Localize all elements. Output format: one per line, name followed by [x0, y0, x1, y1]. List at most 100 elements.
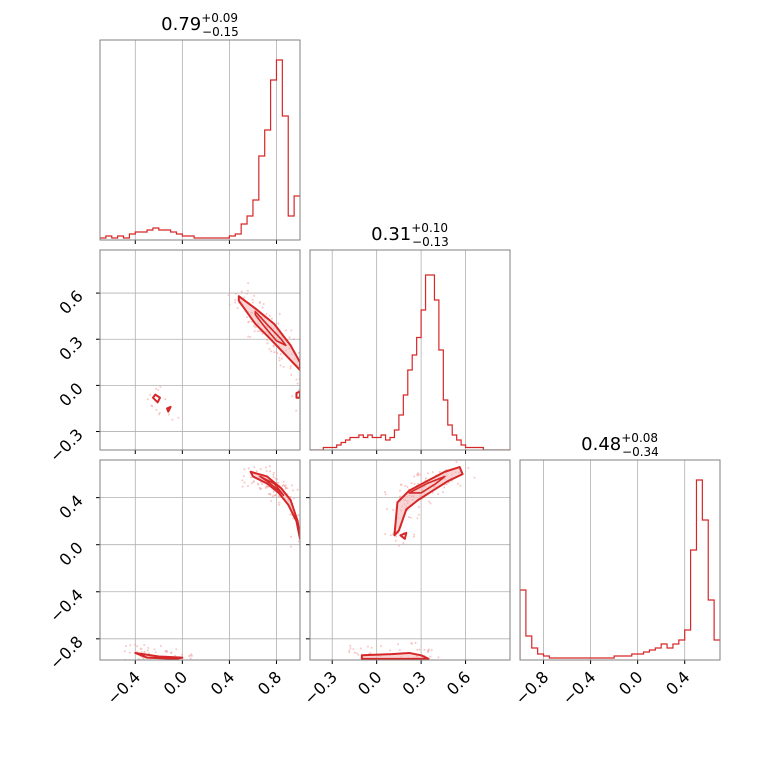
tick-label-x: 0.8	[254, 667, 285, 698]
scatter-point	[255, 470, 258, 473]
tick-label-x: −0.4	[559, 667, 600, 708]
scatter-point	[424, 477, 427, 480]
scatter-point	[366, 645, 369, 648]
panel-frame	[99, 249, 301, 451]
scatter-point	[140, 651, 143, 654]
panel-0-0: 0.79+0.09 −0.15	[99, 11, 301, 244]
scatter-point	[136, 645, 139, 648]
scatter-point	[240, 290, 243, 293]
scatter-point	[397, 643, 400, 646]
scatter-point	[190, 654, 193, 657]
scatter-point	[248, 320, 251, 323]
scatter-point	[417, 482, 420, 485]
scatter-point	[152, 666, 154, 668]
scatter-point	[427, 472, 430, 475]
scatter-point	[272, 473, 275, 476]
scatter-point	[279, 364, 282, 367]
scatter-point	[278, 359, 281, 362]
scatter-point	[429, 661, 431, 663]
scatter-point	[270, 500, 273, 503]
tick-label-x: −0.8	[511, 667, 552, 708]
scatter-point	[437, 493, 440, 496]
scatter-point	[290, 373, 293, 376]
scatter-point	[273, 494, 276, 497]
scatter-point	[180, 653, 183, 656]
scatter-point	[148, 652, 151, 655]
scatter-point	[289, 545, 292, 548]
scatter-point	[136, 667, 138, 669]
scatter-point	[164, 650, 167, 653]
scatter-point	[427, 649, 430, 652]
scatter-point	[399, 483, 402, 486]
scatter-point	[413, 482, 416, 485]
scatter-point	[270, 317, 273, 320]
scatter-point	[413, 533, 416, 536]
scatter-point	[246, 484, 249, 487]
scatter-point	[125, 645, 128, 648]
scatter-point	[357, 653, 360, 656]
scatter-point	[192, 667, 194, 669]
scatter-point	[253, 466, 256, 469]
contour-small	[399, 531, 408, 540]
contour-outer	[134, 651, 184, 660]
scatter-point	[279, 353, 282, 356]
scatter-point	[245, 292, 248, 295]
scatter-point	[167, 413, 170, 416]
panel-2-2: 0.48+0.08 −0.34 −0.8 −0.4 0.0 0.4	[511, 431, 721, 708]
scatter-point	[265, 470, 268, 473]
scatter-point	[385, 508, 388, 511]
scatter-point	[152, 662, 154, 664]
scatter-point	[189, 657, 192, 660]
scatter-point	[289, 365, 292, 368]
scatter-point	[419, 662, 421, 664]
scatter-point	[473, 476, 476, 479]
scatter-point	[415, 662, 417, 664]
contour-outer	[393, 466, 464, 537]
scatter-point	[165, 650, 168, 653]
scatter-point	[292, 517, 295, 520]
scatter-point	[443, 486, 446, 489]
scatter-point	[416, 517, 419, 520]
scatter-point	[429, 655, 432, 658]
tick-label-x: 0.0	[160, 667, 191, 698]
scatter-point	[227, 294, 230, 297]
scatter-point	[145, 667, 147, 669]
scatter-point	[440, 661, 442, 663]
scatter-point	[270, 350, 273, 353]
scatter-point	[262, 302, 265, 305]
scatter-point	[273, 351, 276, 354]
scatter-point	[283, 484, 286, 487]
scatter-point	[178, 664, 180, 666]
scatter-point	[305, 408, 307, 410]
scatter-point	[410, 482, 413, 485]
scatter-point	[277, 322, 280, 325]
scatter-point	[292, 497, 295, 500]
scatter-point	[296, 382, 299, 385]
scatter-point	[364, 664, 366, 666]
contour-small	[166, 405, 172, 413]
scatter-point	[297, 351, 300, 354]
scatter-point	[164, 398, 167, 401]
scatter-point	[289, 495, 292, 498]
scatter-point	[290, 535, 293, 538]
scatter-point	[284, 487, 287, 490]
scatter-point	[355, 652, 358, 655]
scatter-point	[410, 642, 413, 645]
scatter-point	[236, 307, 239, 310]
scatter-point	[234, 292, 237, 295]
scatter-point	[349, 644, 352, 647]
scatter-point	[128, 651, 131, 654]
scatter-point	[429, 502, 432, 505]
scatter-point	[266, 342, 269, 345]
scatter-point	[389, 534, 392, 537]
scatter-point	[295, 409, 298, 412]
scatter-point	[278, 312, 281, 315]
panel-frame	[309, 459, 511, 661]
scatter-point	[171, 664, 173, 666]
scatter-point	[348, 649, 351, 652]
scatter-point	[167, 663, 169, 665]
scatter-point	[123, 650, 126, 653]
scatter-point	[258, 330, 261, 333]
scatter-point	[278, 496, 281, 499]
scatter-point	[411, 660, 413, 662]
